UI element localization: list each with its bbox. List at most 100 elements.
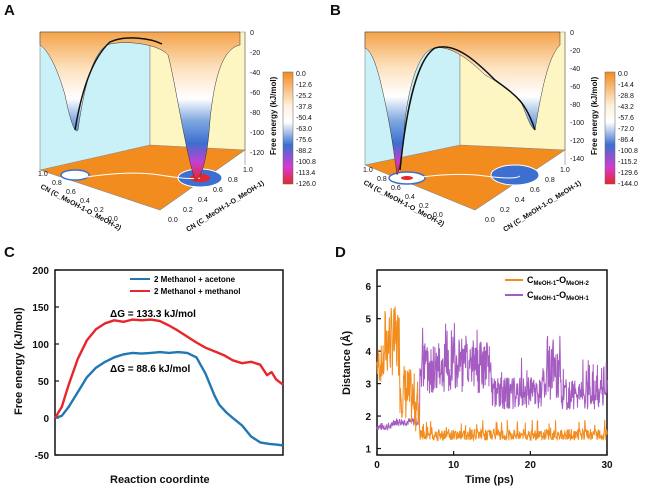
panel-b-floor-basin-2 <box>490 164 540 186</box>
panel-d-ytick-label: 4 <box>365 347 371 358</box>
panel-d-legend-label-2: CMeOH-1-OMeOH-1 <box>527 290 590 302</box>
svg-text:0.8: 0.8 <box>545 177 555 184</box>
panel-d-label: D <box>335 244 346 261</box>
svg-text:0: 0 <box>250 30 254 37</box>
svg-text:-113.4: -113.4 <box>296 170 315 177</box>
panel-d-xtick-label: 0 <box>374 460 380 471</box>
panel-c-xlabel: Reaction coordinte <box>110 474 210 486</box>
panel-a-right-floor-ticks: 0.0 0.2 0.4 0.6 0.8 1.0 <box>168 167 253 224</box>
svg-text:0.6: 0.6 <box>530 187 540 194</box>
panel-a-3d-surface: 0 -20 -40 -60 -80 -100 -120 0.0 -12.6 -2… <box>38 30 316 234</box>
svg-text:-75.6: -75.6 <box>296 137 312 144</box>
panel-a-floor-basin-1 <box>60 169 90 181</box>
svg-text:-100.8: -100.8 <box>296 159 316 166</box>
panel-a-colorbar-labels: 0.0 -12.6 -25.2 -37.8 -50.4 -63.0 -75.6 … <box>296 71 316 188</box>
panel-d-xtick-label: 10 <box>448 460 460 471</box>
panel-d-ytick-label: 1 <box>365 445 371 456</box>
panel-a-surface <box>39 31 241 181</box>
panel-a-colorbar <box>282 71 294 185</box>
panel-b-floor-path <box>414 173 521 179</box>
panel-c-series-line-1 <box>54 350 284 447</box>
svg-text:0.0: 0.0 <box>168 217 178 224</box>
svg-text:-12.6: -12.6 <box>296 82 312 89</box>
panel-b-floor-basin-core <box>401 176 413 180</box>
panel-c-ytick-label: 100 <box>32 340 49 351</box>
panel-b-colorbar <box>604 71 616 185</box>
svg-text:0.0: 0.0 <box>485 217 495 224</box>
svg-text:-63.0: -63.0 <box>296 126 312 133</box>
panel-a-label: A <box>4 2 15 19</box>
svg-text:-60: -60 <box>570 84 580 91</box>
svg-text:-57.6: -57.6 <box>618 115 634 122</box>
svg-text:-100: -100 <box>250 130 264 137</box>
svg-text:-25.2: -25.2 <box>296 93 312 100</box>
panel-b-z-title: Free energy (kJ/mol) <box>590 76 599 155</box>
panel-c-plot-frame <box>54 269 284 456</box>
svg-text:-40: -40 <box>570 66 580 73</box>
svg-text:-129.6: -129.6 <box>618 170 638 177</box>
panel-d-ylabel: Distance (Å) <box>340 330 353 395</box>
svg-text:-100.8: -100.8 <box>618 148 638 155</box>
panel-c-ytick-label: 150 <box>32 303 49 314</box>
svg-text:-60: -60 <box>250 90 260 97</box>
svg-text:0.4: 0.4 <box>198 197 208 204</box>
panel-d-ytick-label: 5 <box>365 315 371 326</box>
svg-text:-43.2: -43.2 <box>618 104 634 111</box>
svg-text:-120: -120 <box>250 150 264 157</box>
panel-d-x-ticks: 0 10 20 30 <box>374 451 613 471</box>
svg-text:0.2: 0.2 <box>94 207 104 214</box>
svg-text:-20: -20 <box>570 48 580 55</box>
svg-text:-72.0: -72.0 <box>618 126 634 133</box>
panel-b-label: B <box>330 2 341 19</box>
panel-a-z-axis: 0 -20 -40 -60 -80 -100 -120 <box>244 30 264 165</box>
panel-b-left-floor-ticks: 1.0 0.8 0.6 0.4 0.2 0.0 <box>363 167 443 219</box>
panel-c-label: C <box>4 244 15 261</box>
svg-text:0.4: 0.4 <box>80 198 90 205</box>
panel-b-z-axis: 0 -20 -40 -60 -80 -100 -120 -140 <box>564 30 584 165</box>
panel-b-right-floor-ticks: 0.0 0.2 0.4 0.6 0.8 1.0 <box>485 167 570 224</box>
svg-text:-80: -80 <box>250 110 260 117</box>
svg-text:1.0: 1.0 <box>243 167 253 174</box>
panel-d-legend: CMeOH-1-OMeOH-2 CMeOH-1-OMeOH-1 <box>505 275 590 302</box>
panel-d-series-line-1 <box>376 306 608 442</box>
svg-text:-28.8: -28.8 <box>618 93 634 100</box>
panel-d-xtick-label: 30 <box>601 460 613 471</box>
svg-text:-37.8: -37.8 <box>296 104 312 111</box>
panel-b-3d-surface: 0 -20 -40 -60 -80 -100 -120 -140 0.0 -14… <box>362 30 638 234</box>
svg-text:1.0: 1.0 <box>363 167 373 174</box>
svg-text:0.8: 0.8 <box>52 180 62 187</box>
svg-text:1.0: 1.0 <box>38 171 48 178</box>
svg-text:0.0: 0.0 <box>108 216 118 223</box>
panel-c-annotation-2: ΔG = 88.6 kJ/mol <box>110 364 191 375</box>
panel-b-right-axis-title: CN (C_MeOH-1-O_MeOH-1) <box>502 180 582 234</box>
svg-text:0.4: 0.4 <box>515 197 525 204</box>
panel-d-series <box>376 306 608 442</box>
panel-c-ytick-label: 0 <box>43 414 49 425</box>
panel-d-chart: 6 5 4 3 2 1 0 10 20 30 Distance (Å) Time (ps) CM… <box>340 269 613 486</box>
panel-a-z-title: Free energy (kJ/mol) <box>269 76 278 155</box>
svg-text:0.0: 0.0 <box>618 71 628 78</box>
panel-a-floor-path <box>79 172 201 180</box>
panel-c-ylabel: Free energy (kJ/mol) <box>13 307 25 415</box>
panel-c-annotation-1: ΔG = 133.3 kJ/mol <box>110 309 196 320</box>
panel-a-left-floor-ticks: 1.0 0.8 0.6 0.4 0.2 0.0 <box>38 171 118 223</box>
panel-c-legend-label-1: 2 Methanol + acetone <box>154 275 236 284</box>
svg-text:-144.0: -144.0 <box>618 181 638 188</box>
panel-d-ytick-label: 6 <box>365 282 371 293</box>
svg-text:0.4: 0.4 <box>405 194 415 201</box>
svg-text:0.0: 0.0 <box>433 212 443 219</box>
svg-text:-88.2: -88.2 <box>296 148 312 155</box>
panel-a-right-axis-title: CN (C_MeOH-1-O_MeOH-1) <box>185 180 265 234</box>
panel-a-path-line <box>74 37 163 131</box>
svg-text:0.2: 0.2 <box>183 207 193 214</box>
panel-c-legend: 2 Methanol + acetone 2 Methanol + methan… <box>130 275 240 296</box>
svg-text:0.6: 0.6 <box>213 187 223 194</box>
panel-c-series <box>53 318 284 447</box>
panel-d-ytick-label: 2 <box>365 412 371 423</box>
panel-c-legend-label-2: 2 Methanol + methanol <box>154 287 240 296</box>
svg-text:0.6: 0.6 <box>391 185 401 192</box>
svg-text:0.8: 0.8 <box>377 176 387 183</box>
svg-text:0: 0 <box>570 30 574 37</box>
panel-c-series-line-2 <box>53 318 284 419</box>
svg-text:-100: -100 <box>570 120 584 127</box>
